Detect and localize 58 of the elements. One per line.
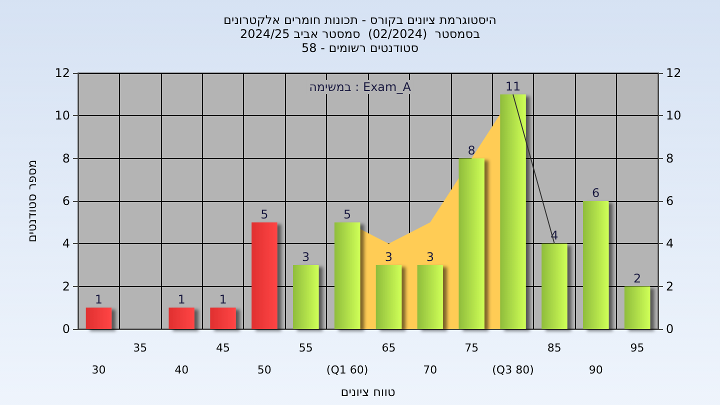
data-label: 1 xyxy=(94,292,103,307)
data-label: 5 xyxy=(343,207,352,222)
y-tick-label: 12 xyxy=(54,66,70,80)
y-tick-label: 2 xyxy=(62,279,70,294)
x-axis-title: טווח ציונים xyxy=(340,384,396,399)
y-axis-title: מספר סטודנטים xyxy=(25,160,39,242)
chart-title: היסטוגרמת ציונים בקורס - תכונות חומרים אלקטרונים xyxy=(224,13,496,27)
bar xyxy=(500,94,526,329)
bar xyxy=(86,308,112,329)
data-label: 3 xyxy=(426,250,434,264)
data-label: 6 xyxy=(592,186,600,200)
annotation: במשימה : Exam_A xyxy=(309,80,412,94)
x-tick-label: 55 xyxy=(298,342,313,354)
x-tick-label: 50 xyxy=(257,364,272,376)
bar xyxy=(583,201,609,329)
bar xyxy=(252,222,278,329)
bar xyxy=(376,265,402,329)
y2-tick-label: 6 xyxy=(666,194,674,208)
y-tick-label: 10 xyxy=(54,108,70,123)
bar xyxy=(417,265,443,329)
data-label: 3 xyxy=(302,250,310,264)
bar xyxy=(458,158,484,329)
bar xyxy=(624,286,650,329)
y-tick-label: 0 xyxy=(62,322,70,336)
x-tick-label: 95 xyxy=(630,342,644,354)
x-tick-label: 65 xyxy=(382,342,396,354)
data-label: 8 xyxy=(468,143,476,158)
x-tick-label: 30 xyxy=(92,364,106,376)
data-label: 1 xyxy=(178,292,186,307)
y-tick-label: 8 xyxy=(62,151,70,166)
x-tick-label: 90 xyxy=(588,364,603,376)
x-tick-label: 85 xyxy=(547,342,562,354)
x-tick-label: 35 xyxy=(133,342,148,354)
y-tick-label: 4 xyxy=(62,236,70,251)
y2-tick-label: 8 xyxy=(666,151,674,166)
bar xyxy=(542,244,568,329)
x-tick-label: 45 xyxy=(216,342,230,354)
data-label: 5 xyxy=(260,207,268,222)
data-label: 1 xyxy=(219,292,227,307)
y2-tick-label: 2 xyxy=(666,279,674,294)
bar xyxy=(334,222,360,329)
x-tick-label: 40 xyxy=(174,364,189,376)
data-label: 3 xyxy=(384,250,393,264)
chart-subtitle: בסמסטר (02/2024) סמסטר אביב 2024/25 סטודנטים רשומים - 58 xyxy=(240,27,480,55)
bar xyxy=(168,308,194,329)
bar xyxy=(293,265,319,329)
data-label: 11 xyxy=(505,79,521,94)
y2-tick-label: 0 xyxy=(666,322,674,336)
data-label: 2 xyxy=(633,271,642,286)
x-tick-label: (Q1 60) xyxy=(326,364,368,376)
y2-tick-label: 4 xyxy=(666,236,674,251)
y-tick-label: 6 xyxy=(62,194,70,208)
bar xyxy=(210,308,236,329)
y2-tick-label: 12 xyxy=(666,66,682,80)
x-tick-label: 75 xyxy=(464,342,479,354)
x-tick-label: 70 xyxy=(423,364,438,376)
x-tick-label: (Q3 80) xyxy=(492,364,534,376)
y2-tick-label: 10 xyxy=(666,108,682,123)
